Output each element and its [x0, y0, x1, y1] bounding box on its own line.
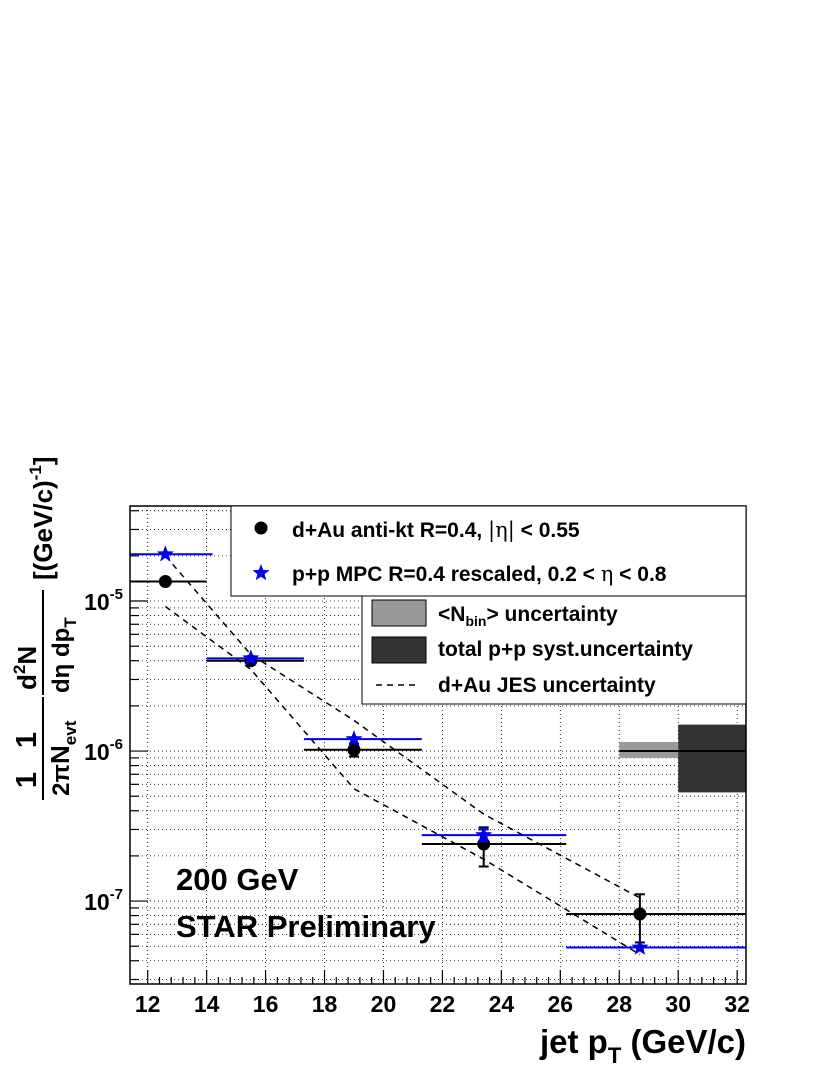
y-frac-sq: 2 [10, 665, 29, 674]
y-units-close: ] [28, 457, 58, 466]
dAu-point [158, 574, 172, 588]
y-frac-detadpt: dη dpT [48, 617, 80, 693]
x-axis-title: jet pT (GeV/c) [539, 1023, 746, 1068]
y-frac-one-a: 1 [11, 772, 43, 788]
legend-nbin-swatch [371, 599, 427, 627]
x-axis-title-sub: T [608, 1043, 622, 1068]
y-frac-one-b: 1 [11, 732, 43, 748]
data-points [130, 545, 746, 955]
y-frac-nevt: Nevt [45, 720, 80, 764]
dAu-point [633, 907, 647, 921]
legend-pp-syst-label: total p+p syst.uncertainty [438, 638, 693, 661]
legend-dau-pre: d+Au anti-kt R=0.4, [292, 519, 488, 542]
x-tick-label: 22 [430, 991, 456, 1017]
y-units-exp: -1 [26, 465, 45, 480]
legend-nbin-post: > uncertainty [486, 603, 618, 626]
legend-pp-post: < 0.8 [613, 563, 666, 586]
y-tick-label: 10-6 [84, 736, 123, 765]
normalization-uncertainty-boxes [619, 724, 746, 793]
legend-nbin-sub: bin [465, 613, 486, 629]
x-tick-label: 18 [312, 991, 338, 1017]
y-axis-title: 1 2π 1 Nevt d2N dη dpT [(GeV/c)-1] [10, 457, 80, 800]
x-tick-label: 20 [371, 991, 397, 1017]
y-frac-deta: dη dp [48, 628, 75, 693]
y-tick-exp: -7 [110, 886, 123, 903]
legend-dau-label: d+Au anti-kt R=0.4, |η| < 0.55 [292, 518, 580, 543]
legend-pp-pre: p+p MPC R=0.4 rescaled, 0.2 < [292, 563, 601, 586]
y-frac-n: N [45, 745, 75, 764]
preliminary-annotation: STAR Preliminary [176, 909, 436, 944]
y-tick-base: 10 [84, 589, 110, 615]
legend-bottom: <Nbin> uncertainty total p+p syst.uncert… [361, 595, 747, 705]
legend-jes-label: d+Au JES uncertainty [438, 674, 656, 697]
legend-dau-abs-l: | [488, 518, 495, 543]
y-tick-base: 10 [84, 889, 110, 915]
y-frac-2pi: 2π [48, 764, 75, 796]
legend-pp-eta: η [601, 562, 614, 586]
x-tick-label: 32 [724, 991, 750, 1017]
legend-top-box [230, 505, 747, 597]
x-tick-label: 14 [194, 991, 220, 1017]
y-units-open: [(GeV/c) [28, 480, 58, 580]
x-tick-label: 16 [253, 991, 279, 1017]
pp-point [631, 938, 649, 955]
pp-point [156, 545, 174, 562]
pp-point [242, 649, 260, 666]
x-axis-title-unit: (GeV/c) [621, 1023, 746, 1060]
jes-uncertainty-band [164, 555, 641, 956]
legend-dau-eta: η [495, 518, 508, 542]
legend-pp-syst-swatch [371, 636, 427, 664]
x-tick-label: 24 [489, 991, 515, 1017]
y-frac-t: T [61, 617, 80, 628]
y-frac-d: d [12, 674, 42, 690]
y-frac-evt: evt [61, 720, 80, 745]
legend-top: d+Au anti-kt R=0.4, |η| < 0.55 p+p MPC R… [230, 505, 747, 597]
y-units: [(GeV/c)-1] [26, 457, 58, 580]
jes-band-lower [164, 605, 641, 956]
x-axis-title-main: jet p [539, 1023, 608, 1060]
y-frac-n2: N [12, 646, 42, 665]
nbin-box [619, 741, 679, 758]
x-tick-label: 28 [606, 991, 632, 1017]
x-tick-label: 12 [135, 991, 161, 1017]
y-tick-label: 10-5 [84, 586, 123, 615]
legend-dau-abs-r: | [508, 518, 515, 543]
legend-nbin-label: <Nbin> uncertainty [438, 603, 618, 629]
legend-pp-marker [252, 564, 270, 581]
legend-dau-marker [254, 521, 268, 535]
y-tick-label: 10-7 [84, 886, 123, 915]
x-tick-label: 30 [665, 991, 691, 1017]
pp-point [345, 730, 363, 747]
legend-pp-label: p+p MPC R=0.4 rescaled, 0.2 < η < 0.8 [292, 562, 667, 586]
legend-dau-post: < 0.55 [515, 519, 580, 542]
energy-annotation: 200 GeV [176, 862, 299, 897]
pp-point [475, 826, 493, 843]
pp-syst-box [678, 724, 746, 793]
y-frac-d2n: d2N [10, 646, 42, 690]
y-tick-exp: -5 [110, 586, 123, 603]
axis-ticks [130, 510, 738, 984]
legend-nbin-pre: <N [438, 603, 465, 626]
y-tick-exp: -6 [110, 736, 123, 753]
y-tick-base: 10 [84, 739, 110, 765]
x-tick-label: 26 [548, 991, 574, 1017]
dAu-point [347, 743, 361, 757]
